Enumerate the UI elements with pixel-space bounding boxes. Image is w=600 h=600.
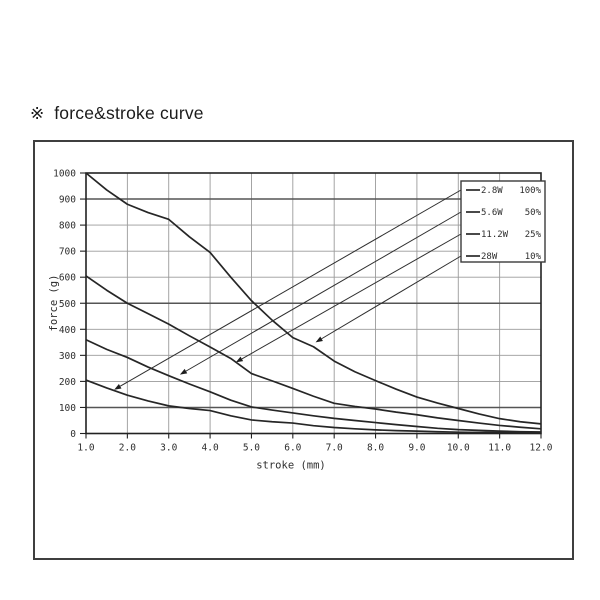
legend-label-power: 2.8W: [481, 186, 503, 196]
plot-border: [85, 172, 542, 435]
y-tick-label: 300: [59, 351, 76, 362]
reference-mark-icon: ※: [30, 104, 45, 123]
curve-28W: [85, 172, 542, 425]
x-tick-label: 10.0: [447, 443, 470, 454]
y-tick-label: 600: [59, 273, 76, 284]
y-tick-label: 100: [59, 403, 76, 414]
data-curves: [85, 172, 542, 434]
y-tick-label: 1000: [53, 169, 76, 180]
x-tick-label: 12.0: [530, 443, 553, 454]
force-stroke-chart: 1.0 2.0 3.0 4.0 5.0 6.0 7.0 8.0 9.0 10.0 11.0 12.0 0…: [48, 169, 553, 472]
pointer-arrow-icon: [235, 356, 244, 363]
curve-11.2W: [85, 275, 542, 430]
x-axis-title: stroke (mm): [256, 460, 326, 472]
y-tick-label: 800: [59, 221, 76, 232]
y-tick-label: 900: [59, 195, 76, 206]
y-tick-label: 400: [59, 325, 76, 336]
legend-label-duty: 50%: [525, 208, 542, 218]
y-tick-label: 500: [59, 299, 76, 310]
x-tick-label: 9.0: [408, 443, 425, 454]
x-tick-label: 11.0: [488, 443, 511, 454]
legend-label-duty: 25%: [525, 230, 542, 240]
y-axis-title: force (g): [48, 275, 60, 332]
legend-label-power: 11.2W: [481, 230, 509, 240]
legend-label-duty: 100%: [519, 186, 541, 196]
x-tick-label: 4.0: [202, 443, 219, 454]
x-tick-label: 1.0: [77, 443, 94, 454]
pointer-arrow-icon: [114, 383, 122, 390]
x-tick-label: 2.0: [119, 443, 136, 454]
y-tick-label: 200: [59, 377, 76, 388]
y-tick-label: 700: [59, 247, 76, 258]
pointer-arrow-icon: [315, 336, 323, 343]
y-tick-label: 0: [70, 429, 76, 440]
legend: 2.8W 100% 5.6W 50% 11.2W 25% 28W 10%: [460, 180, 546, 263]
legend-label-power: 5.6W: [481, 208, 503, 218]
x-tick-label: 7.0: [326, 443, 343, 454]
legend-label-duty: 10%: [525, 252, 542, 262]
tick-labels: 1.0 2.0 3.0 4.0 5.0 6.0 7.0 8.0 9.0 10.0 11.0 12.0 0…: [53, 169, 553, 454]
x-tick-label: 6.0: [284, 443, 301, 454]
x-tick-label: 5.0: [243, 443, 260, 454]
legend-label-power: 28W: [481, 252, 498, 262]
pointer-arrow-icon: [179, 368, 188, 375]
page-title-text: force&stroke curve: [54, 103, 204, 123]
page-title: ※ force&stroke curve: [30, 103, 204, 124]
x-tick-label: 3.0: [160, 443, 177, 454]
chart-panel: 1.0 2.0 3.0 4.0 5.0 6.0 7.0 8.0 9.0 10.0 11.0 12.0 0…: [33, 140, 574, 560]
curve-5.6W: [85, 338, 542, 433]
legend-pointer-lines: [114, 189, 462, 390]
x-tick-label: 8.0: [367, 443, 384, 454]
curve-2.8W: [85, 379, 541, 434]
